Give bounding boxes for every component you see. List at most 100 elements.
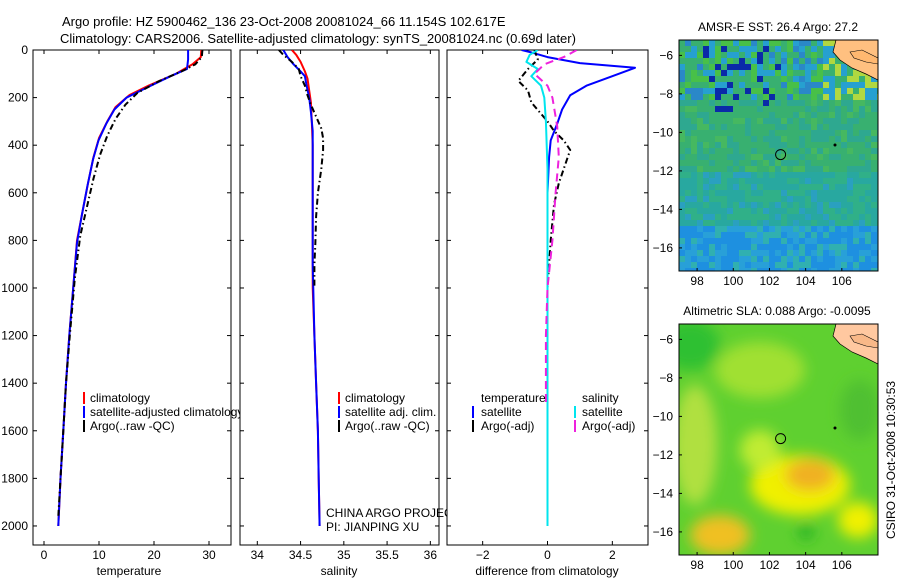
sst-cell <box>805 76 812 83</box>
sst-cell <box>829 256 836 263</box>
sst-cell <box>871 76 878 83</box>
sst-cell <box>685 172 692 179</box>
sst-cell <box>829 142 836 149</box>
sst-cell <box>763 94 770 101</box>
sst-cell <box>823 148 830 155</box>
sst-cell <box>763 178 770 185</box>
project-credit: CHINA ARGO PROJECT <box>326 506 461 520</box>
sst-cell <box>823 196 830 203</box>
sst-cell <box>763 100 770 107</box>
sst-cell <box>745 88 752 95</box>
sst-cell <box>769 214 776 221</box>
sst-cell <box>805 130 812 137</box>
sst-cell <box>685 100 692 107</box>
sst-cell <box>715 40 722 47</box>
sst-cell <box>679 172 686 179</box>
sst-cell <box>793 202 800 209</box>
sst-cell <box>727 220 734 227</box>
sst-cell <box>757 202 764 209</box>
sst-cell <box>703 52 710 59</box>
sst-cell <box>679 160 686 167</box>
sst-cell <box>823 178 830 185</box>
sst-cell <box>835 196 842 203</box>
sst-cell <box>787 52 794 59</box>
map-lat-label: −6 <box>659 332 673 346</box>
sst-cell <box>727 208 734 215</box>
sst-cell <box>823 208 830 215</box>
sst-cell <box>817 268 824 271</box>
sst-cell <box>817 70 824 77</box>
sst-cell <box>847 100 854 107</box>
sst-cell <box>835 88 842 95</box>
sst-cell <box>751 40 758 47</box>
sst-cell <box>751 76 758 83</box>
sst-cell <box>787 268 794 271</box>
sst-cell <box>805 178 812 185</box>
sst-cell <box>841 238 848 245</box>
sst-cell <box>805 88 812 95</box>
sst-cell <box>721 52 728 59</box>
sst-cell <box>817 160 824 167</box>
sst-cell <box>835 76 842 83</box>
sst-cell <box>811 220 818 227</box>
sst-cell <box>859 130 866 137</box>
sst-cell <box>799 82 806 89</box>
sst-cell <box>823 184 830 191</box>
csiro-timestamp: CSIRO 31-Oct-2008 10:30:53 <box>884 381 898 539</box>
sst-cell <box>871 172 878 179</box>
sst-cell <box>715 52 722 59</box>
sst-cell <box>817 136 824 143</box>
sst-cell <box>739 118 746 125</box>
sst-cell <box>823 190 830 197</box>
sst-cell <box>745 226 752 233</box>
sst-cell <box>751 190 758 197</box>
sst-cell <box>811 82 818 89</box>
sst-cell <box>733 178 740 185</box>
sst-cell <box>847 130 854 137</box>
sst-cell <box>721 142 728 149</box>
sst-cell <box>811 256 818 263</box>
sst-cell <box>817 262 824 269</box>
sst-cell <box>817 118 824 125</box>
sst-cell <box>721 100 728 107</box>
sst-cell <box>751 100 758 107</box>
sst-land <box>832 40 878 147</box>
sst-cell <box>823 244 830 251</box>
sst-cell <box>871 208 878 215</box>
sst-cell <box>835 94 842 101</box>
sst-cell <box>847 106 854 113</box>
sst-cell <box>793 160 800 167</box>
sst-cell <box>721 178 728 185</box>
sst-cell <box>733 214 740 221</box>
sst-cell <box>799 262 806 269</box>
map-lon-label: 104 <box>796 558 816 572</box>
sst-cell <box>739 238 746 245</box>
sst-cell <box>811 112 818 119</box>
sst-cell <box>769 256 776 263</box>
sst-cell <box>817 124 824 131</box>
sst-cell <box>739 94 746 101</box>
sst-cell <box>775 46 782 53</box>
sst-cell <box>763 172 770 179</box>
sst-cell <box>841 130 848 137</box>
sst-cell <box>829 262 836 269</box>
sst-cell <box>787 172 794 179</box>
sst-cell <box>805 256 812 263</box>
sst-cell <box>811 154 818 161</box>
sst-cell <box>835 100 842 107</box>
sst-cell <box>835 220 842 227</box>
sst-cell <box>769 208 776 215</box>
sst-cell <box>775 94 782 101</box>
sst-cell <box>685 40 692 47</box>
sst-cell <box>811 40 818 47</box>
sst-cell <box>787 118 794 125</box>
sst-cell <box>781 178 788 185</box>
sst-cell <box>751 250 758 257</box>
x-tick-label: −2 <box>476 548 490 562</box>
sst-cell <box>781 106 788 113</box>
sst-cell <box>721 76 728 83</box>
sst-cell <box>787 178 794 185</box>
sst-cell <box>685 238 692 245</box>
sst-cell <box>859 232 866 239</box>
sst-cell <box>871 184 878 191</box>
